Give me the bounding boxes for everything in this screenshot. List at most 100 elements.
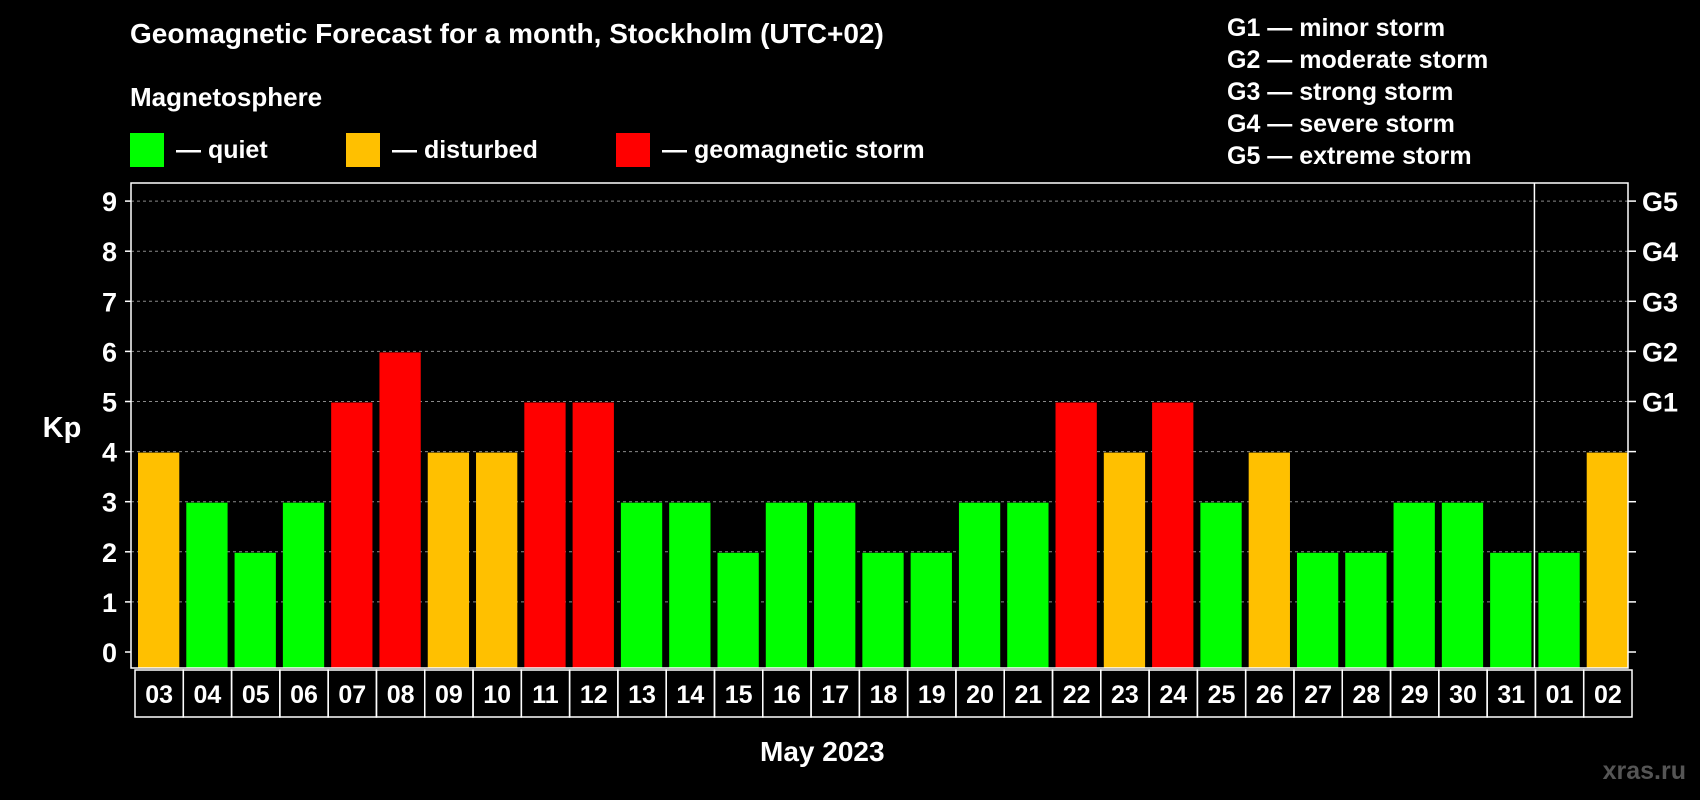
storm-scale-g1: G1 — minor storm <box>1227 14 1446 42</box>
x-tick-label-03: 03 <box>145 681 173 709</box>
x-tick-label-19: 19 <box>918 681 946 709</box>
x-tick-label-14: 14 <box>676 681 704 709</box>
storm-scale-legend: G1 — minor storm G2 — moderate storm G3 … <box>1227 12 1488 172</box>
bar-02 <box>1586 452 1628 668</box>
y-tick-label-4: 4 <box>102 438 117 468</box>
legend-item-disturbed: — disturbed <box>346 133 538 167</box>
plot-frame <box>130 182 1629 669</box>
y-tick-label-8: 8 <box>102 237 117 267</box>
bar-10 <box>476 452 518 668</box>
x-cell-02 <box>1582 669 1633 718</box>
bar-01 <box>1538 552 1580 668</box>
storm-scale-g5: G5 — extreme storm <box>1227 142 1472 170</box>
x-tick-label-25: 25 <box>1208 681 1236 709</box>
x-tick-label-16: 16 <box>773 681 801 709</box>
bar-15 <box>717 552 759 668</box>
legend-item-storm: — geomagnetic storm <box>616 133 925 167</box>
y-tick-label-3: 3 <box>102 488 117 518</box>
bar-19 <box>910 552 952 668</box>
watermark: xras.ru <box>1602 757 1686 785</box>
bar-03 <box>138 452 180 668</box>
x-tick-label-30: 30 <box>1449 681 1477 709</box>
x-tick-label-02: 02 <box>1594 681 1622 709</box>
x-tick-label-05: 05 <box>242 681 270 709</box>
bar-26 <box>1248 452 1290 668</box>
bar-16 <box>765 502 808 668</box>
legend-swatch-quiet <box>130 133 164 167</box>
y-tick-label-5: 5 <box>102 388 117 418</box>
right-tick-label-G3: G3 <box>1642 287 1678 317</box>
legend-label-disturbed: — disturbed <box>392 135 538 164</box>
bar-21 <box>1007 502 1049 668</box>
right-tick-label-G4: G4 <box>1642 237 1678 267</box>
x-tick-label-09: 09 <box>435 681 463 709</box>
bar-14 <box>669 502 711 668</box>
bar-08 <box>379 352 421 668</box>
x-tick-label-21: 21 <box>1014 681 1042 709</box>
legend-subtitle: Magnetosphere <box>130 82 323 112</box>
bar-23 <box>1103 452 1146 668</box>
x-tick-label-04: 04 <box>194 681 222 709</box>
bar-07 <box>331 402 373 668</box>
chart-title: Geomagnetic Forecast for a month, Stockh… <box>130 18 884 49</box>
x-tick-label-12: 12 <box>580 681 608 709</box>
x-tick-label-07: 07 <box>338 681 366 709</box>
y-tick-label-9: 9 <box>102 187 117 217</box>
x-tick-label-10: 10 <box>483 681 511 709</box>
bar-09 <box>427 452 470 668</box>
bar-05 <box>234 552 276 668</box>
y-tick-label-6: 6 <box>102 337 117 367</box>
x-axis-title: May 2023 <box>760 736 885 767</box>
legend-label-storm: — geomagnetic storm <box>662 135 925 164</box>
legend-swatch-storm <box>616 133 650 167</box>
legend-item-quiet: — quiet <box>130 133 268 167</box>
bar-30 <box>1441 502 1484 668</box>
y-tick-label-2: 2 <box>102 538 117 568</box>
x-tick-label-01: 01 <box>1546 681 1574 709</box>
bar-31 <box>1490 552 1532 668</box>
bar-06 <box>282 502 325 668</box>
bar-27 <box>1296 552 1339 668</box>
y-tick-label-1: 1 <box>102 588 117 618</box>
y-tick-label-0: 0 <box>102 638 117 668</box>
bar-25 <box>1200 502 1242 668</box>
storm-scale-g2: G2 — moderate storm <box>1227 46 1489 74</box>
x-tick-label-17: 17 <box>821 681 849 709</box>
y-tick-label-7: 7 <box>102 287 117 317</box>
x-tick-label-27: 27 <box>1304 681 1332 709</box>
right-tick-label-G1: G1 <box>1642 388 1678 418</box>
x-tick-label-18: 18 <box>870 681 898 709</box>
x-tick-label-13: 13 <box>628 681 656 709</box>
storm-scale-g4: G4 — severe storm <box>1227 110 1455 138</box>
right-tick-label-G5: G5 <box>1642 187 1678 217</box>
legend-label-quiet: — quiet <box>176 135 268 164</box>
x-tick-label-23: 23 <box>1111 681 1139 709</box>
x-tick-label-31: 31 <box>1497 681 1525 709</box>
x-tick-label-22: 22 <box>1063 681 1091 709</box>
bar-11 <box>524 402 566 668</box>
right-tick-label-G2: G2 <box>1642 337 1678 367</box>
x-tick-label-08: 08 <box>387 681 415 709</box>
x-tick-label-15: 15 <box>725 681 753 709</box>
bar-04 <box>186 502 228 668</box>
bar-17 <box>814 502 856 668</box>
x-tick-label-26: 26 <box>1256 681 1284 709</box>
x-tick-label-06: 06 <box>290 681 318 709</box>
bar-22 <box>1055 402 1097 668</box>
bar-20 <box>958 502 1001 668</box>
x-tick-label-20: 20 <box>966 681 994 709</box>
x-tick-label-11: 11 <box>532 681 559 709</box>
bar-24 <box>1152 402 1194 668</box>
bar-28 <box>1345 552 1387 668</box>
x-tick-label-28: 28 <box>1352 681 1380 709</box>
bar-12 <box>572 402 614 668</box>
y-axis-label: Kp <box>43 412 82 444</box>
bar-29 <box>1393 502 1435 668</box>
bar-18 <box>862 552 904 668</box>
legend-swatch-disturbed <box>346 133 380 167</box>
x-tick-label-24: 24 <box>1159 681 1187 709</box>
storm-scale-g3: G3 — strong storm <box>1227 78 1454 106</box>
bar-13 <box>620 502 663 668</box>
x-tick-label-29: 29 <box>1401 681 1429 709</box>
